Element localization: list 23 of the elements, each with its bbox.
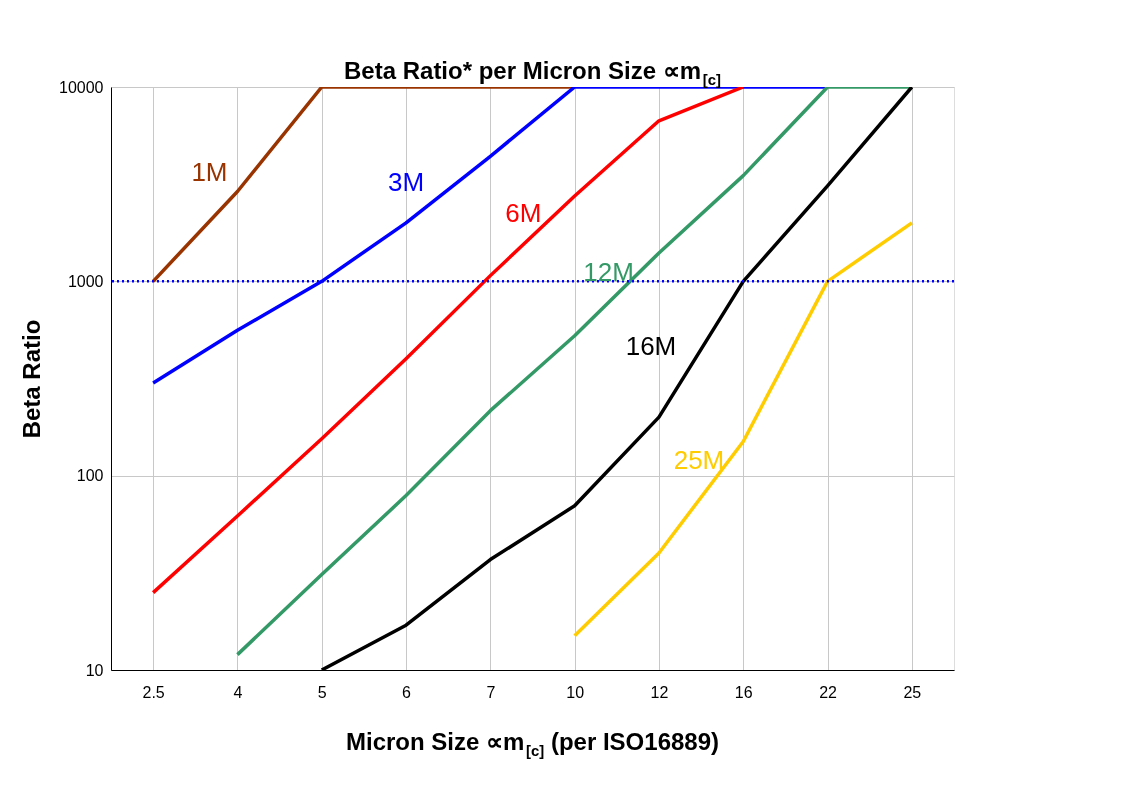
line-series [151,87,745,595]
x-tick-label: 6 [402,683,412,701]
line-series [572,221,914,638]
y-tick-label: 100 [76,467,104,485]
y-tick-label: 1000 [67,272,104,290]
y-tick-label: 10 [85,661,104,679]
series-label: 1M [191,157,228,188]
series-label: 25M [673,445,725,475]
x-tick-label: 16 [734,683,753,701]
x-tick-label: 4 [233,683,243,701]
x-tick-label: 12 [650,683,669,701]
y-tick-label: 10000 [59,78,104,96]
series-label: 12M [583,256,634,287]
series-label: 6M [505,197,542,228]
x-tick-label: 5 [317,683,327,701]
x-tick-label: 7 [486,683,496,701]
x-tick-label: 22 [819,683,838,701]
x-tick-label: 2.5 [142,683,165,701]
y-axis-title: Beta Ratio [18,319,46,439]
series-label: 3M [387,166,425,197]
series-label: 16M [625,331,677,362]
x-tick-label: 10 [566,683,585,701]
x-tick-label: 25 [903,683,922,701]
